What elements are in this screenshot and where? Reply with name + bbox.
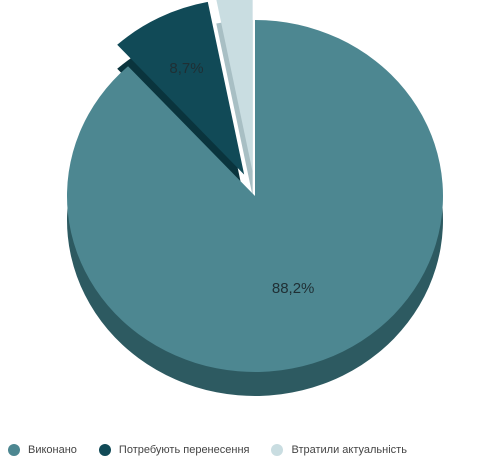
pie-slice-lost-relevance — [216, 0, 253, 173]
data-label-completed: 88,2% — [272, 280, 315, 297]
pie-slice-need-transfer — [117, 1, 245, 175]
legend-swatch-need-transfer — [98, 444, 111, 456]
data-label-need-transfer: 8,7% — [169, 60, 203, 77]
legend-label-lost-relevance: Втратили актуальність — [291, 444, 407, 456]
legend-swatch-completed — [8, 444, 20, 456]
legend-swatch-lost-relevance — [271, 444, 284, 456]
legend-label-need-transfer: Потребують перенесення — [118, 444, 250, 456]
legend-item-completed: Виконано — [8, 444, 77, 456]
legend: Виконано Потребують перенесення Втратили… — [8, 440, 498, 460]
legend-item-need-transfer: Потребують перенесення — [98, 444, 250, 456]
pie-chart: 88,2% 8,7% — [67, 0, 443, 396]
legend-item-lost-relevance: Втратили актуальність — [271, 444, 407, 456]
pie-slice-completed — [67, 20, 443, 372]
pie-labels: 88,2% 8,7% — [169, 60, 314, 297]
legend-label-completed: Виконано — [28, 444, 77, 456]
pie-tops — [67, 0, 443, 372]
